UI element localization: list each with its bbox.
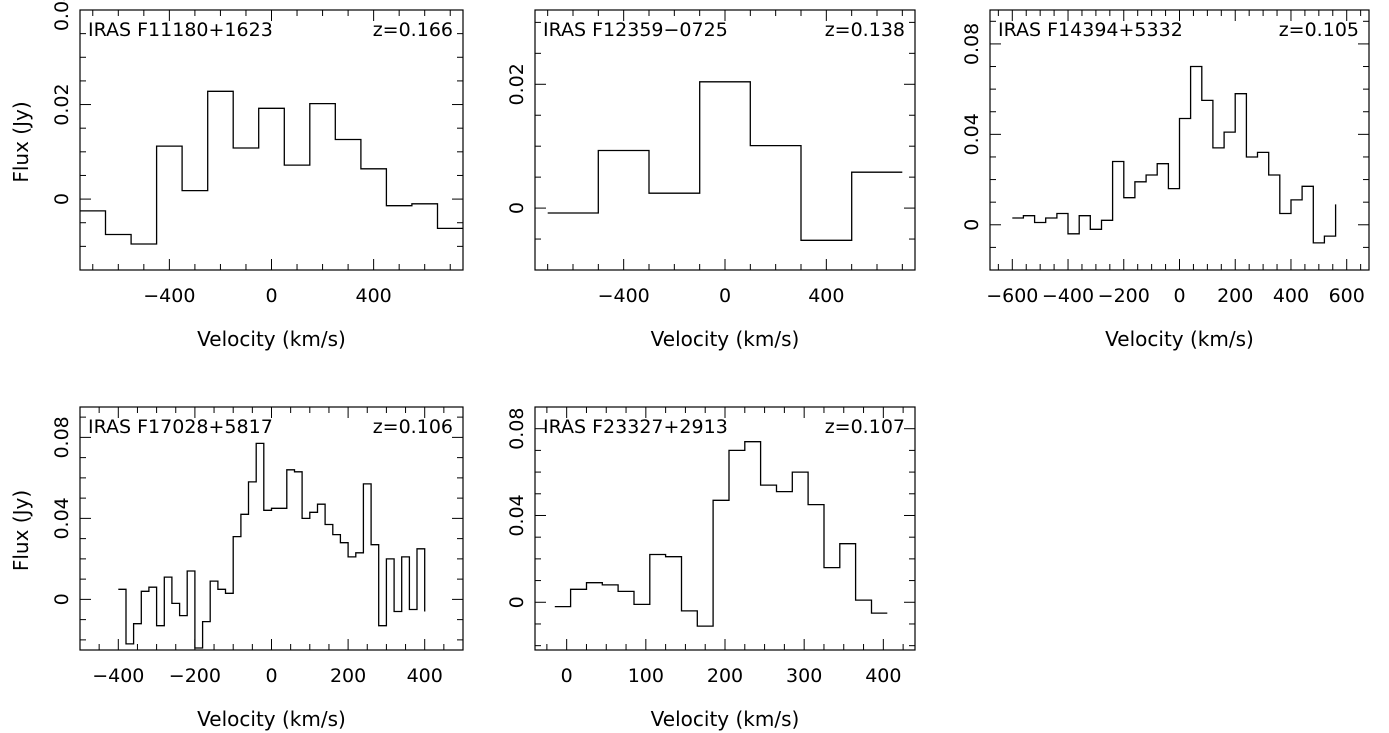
y-tick-labels: 00.02 xyxy=(506,63,528,214)
y-axis-title: Flux (Jy) xyxy=(9,101,33,182)
x-tick-labels: −400 −200 0 200 400 xyxy=(92,665,443,687)
x-tick-label: 400 xyxy=(356,285,392,307)
y-tick-label: 0 xyxy=(506,202,528,214)
x-tick-labels: −600 −400 −200 0 200 400 600 xyxy=(986,285,1365,307)
panel-iras-f17028: −400 −200 0 200 400 0 0.04 0.08 IRAS F17028+58… xyxy=(9,406,464,731)
y-tick-label: 0.04 xyxy=(51,0,73,31)
x-tick-label: 0 xyxy=(265,285,277,307)
x-tick-label: −600 xyxy=(986,285,1038,307)
panel-iras-f12359: −400 0 400 00.02 IRAS F12359−0725 z=0.138 … xyxy=(506,9,916,351)
x-tick-labels: 0 100 200 300 400 xyxy=(561,665,902,687)
x-tick-label: 200 xyxy=(330,665,366,687)
tick-marks xyxy=(535,10,915,271)
panel-iras-f11180: −400 0 400 0 0.02 0.04 IRAS F11180+1623 z=0.… xyxy=(9,0,464,351)
source-name-label: IRAS F23327+2913 xyxy=(543,416,728,438)
x-tick-label: 100 xyxy=(628,665,664,687)
x-tick-label: −400 xyxy=(598,285,650,307)
x-tick-label: −400 xyxy=(143,285,195,307)
redshift-label: z=0.106 xyxy=(373,416,453,438)
source-name-label: IRAS F12359−0725 xyxy=(543,19,728,41)
x-tick-label: −200 xyxy=(169,665,221,687)
x-tick-label: 400 xyxy=(407,665,443,687)
y-tick-label: 0.08 xyxy=(506,408,528,450)
y-tick-label: 0 xyxy=(506,596,528,608)
tick-marks xyxy=(79,407,464,650)
y-tick-labels: 0 0.04 0.08 xyxy=(506,408,528,609)
y-tick-label: 0 xyxy=(961,219,983,231)
plot-frame xyxy=(534,406,916,651)
y-tick-label: 0.02 xyxy=(506,63,528,105)
x-tick-labels: −400 0 400 xyxy=(143,285,391,307)
y-tick-label: 0.02 xyxy=(51,83,73,125)
tick-marks xyxy=(535,406,915,650)
y-tick-label: 0.04 xyxy=(506,494,528,536)
x-axis-title: Velocity (km/s) xyxy=(1105,327,1254,351)
spectrum-line xyxy=(547,81,903,241)
x-tick-label: 200 xyxy=(1217,285,1253,307)
tick-marks xyxy=(80,9,463,271)
x-axis-title: Velocity (km/s) xyxy=(651,707,800,731)
redshift-label: z=0.138 xyxy=(825,19,905,41)
y-axis-title: Flux (Jy) xyxy=(9,490,33,571)
y-tick-label: 0.08 xyxy=(961,23,983,65)
y-tick-label: 0 xyxy=(51,593,73,605)
redshift-label: z=0.166 xyxy=(373,19,453,41)
source-name-label: IRAS F11180+1623 xyxy=(88,19,273,41)
x-tick-label: 400 xyxy=(865,665,901,687)
x-axis-title: Velocity (km/s) xyxy=(651,327,800,351)
x-axis-title: Velocity (km/s) xyxy=(197,707,346,731)
y-tick-label: 0 xyxy=(51,193,73,205)
x-tick-label: −400 xyxy=(92,665,144,687)
spectrum-line xyxy=(1012,65,1337,244)
y-tick-labels: 0 0.04 0.08 xyxy=(51,416,73,605)
x-tick-label: 600 xyxy=(1329,285,1365,307)
panel-iras-f23327: 0 100 200 300 400 0 0.04 0.08 IRAS F23327+2913… xyxy=(506,406,916,731)
source-name-label: IRAS F17028+5817 xyxy=(88,416,273,438)
x-axis-title: Velocity (km/s) xyxy=(197,327,346,351)
x-tick-label: 300 xyxy=(786,665,822,687)
plot-frame xyxy=(79,9,464,271)
spectrum-line xyxy=(80,90,463,245)
plot-frame xyxy=(79,406,464,651)
redshift-label: z=0.107 xyxy=(825,416,905,438)
x-tick-label: −400 xyxy=(1042,285,1094,307)
x-tick-label: −200 xyxy=(1098,285,1150,307)
y-tick-label: 0.08 xyxy=(51,416,73,458)
x-tick-label: 0 xyxy=(719,285,731,307)
source-name-label: IRAS F14394+5332 xyxy=(998,19,1183,41)
x-tick-label: 200 xyxy=(707,665,743,687)
redshift-label: z=0.105 xyxy=(1279,19,1359,41)
tick-marks xyxy=(990,10,1369,271)
y-tick-labels: 0 0.02 0.04 xyxy=(51,0,73,205)
spectrum-line xyxy=(118,442,426,649)
x-tick-label: 400 xyxy=(808,285,844,307)
panel-iras-f14394: −600 −400 −200 0 200 400 600 0 0.04 0.08 IRAS F1… xyxy=(961,9,1370,351)
x-tick-label: 400 xyxy=(1273,285,1309,307)
y-tick-label: 0.04 xyxy=(961,113,983,155)
spectrum-line xyxy=(554,441,888,627)
x-tick-label: 0 xyxy=(561,665,573,687)
plot-frame xyxy=(534,9,916,271)
x-tick-label: 0 xyxy=(1173,285,1185,307)
x-tick-label: 0 xyxy=(265,665,277,687)
y-tick-labels: 0 0.04 0.08 xyxy=(961,23,983,231)
y-tick-label: 0.04 xyxy=(51,497,73,539)
x-tick-labels: −400 0 400 xyxy=(598,285,845,307)
